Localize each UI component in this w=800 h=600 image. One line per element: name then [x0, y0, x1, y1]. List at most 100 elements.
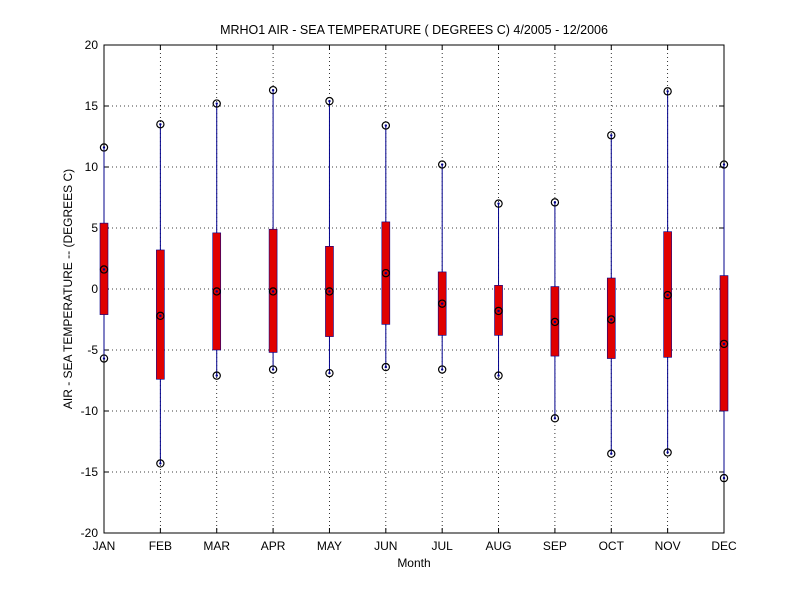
max-marker-dot — [102, 146, 106, 149]
x-tick-label: JUN — [374, 539, 397, 553]
mean-marker — [663, 290, 672, 300]
mean-marker — [607, 315, 616, 324]
min-marker-dot — [722, 476, 726, 480]
x-tick-label: FEB — [149, 539, 172, 553]
max-marker-dot — [610, 134, 613, 137]
mean-marker — [381, 268, 391, 278]
mean-marker-dot — [159, 314, 162, 318]
mean-marker — [99, 265, 109, 274]
min-marker — [268, 365, 278, 374]
min-marker-dot — [440, 368, 444, 371]
max-marker-dot — [666, 90, 669, 93]
y-tick-label: -20 — [81, 526, 99, 540]
x-tick-label: JUL — [432, 539, 454, 553]
min-marker — [99, 354, 109, 363]
min-marker — [381, 362, 391, 372]
y-tick-label: 15 — [85, 99, 99, 113]
max-marker — [437, 160, 447, 169]
y-tick-label: -15 — [81, 465, 99, 479]
mean-marker-dot — [384, 271, 388, 275]
min-marker — [494, 371, 503, 380]
data-marks — [99, 85, 729, 483]
mean-marker-dot — [610, 318, 613, 321]
x-tick-label: NOV — [655, 539, 681, 553]
max-marker — [381, 121, 391, 130]
mean-marker-dot — [271, 290, 275, 293]
x-tick-label: MAY — [317, 539, 342, 553]
min-marker — [550, 414, 560, 423]
y-tick-label: 5 — [91, 221, 98, 235]
mean-marker — [550, 317, 560, 327]
y-tick-label: -5 — [87, 343, 98, 357]
x-tick-label: SEP — [543, 539, 567, 553]
min-marker-dot — [497, 374, 500, 377]
mean-marker — [212, 287, 221, 296]
mean-marker-dot — [102, 268, 106, 271]
y-axis-label: AIR - SEA TEMPERATURE -- (DEGREES C) — [61, 169, 75, 409]
mean-marker-dot — [328, 290, 331, 293]
min-marker — [212, 371, 221, 380]
mean-marker — [437, 299, 447, 308]
max-marker-dot — [159, 123, 162, 126]
max-marker-dot — [215, 102, 218, 105]
max-marker — [212, 99, 221, 108]
min-marker — [719, 473, 729, 483]
min-marker — [156, 459, 165, 468]
min-marker-dot — [102, 357, 106, 360]
min-marker-dot — [271, 368, 275, 371]
max-marker-dot — [440, 163, 444, 166]
x-tick-label: APR — [261, 539, 286, 553]
mean-marker-dot — [722, 342, 726, 346]
x-axis-label: Month — [397, 556, 430, 570]
x-tick-label: JAN — [93, 539, 116, 553]
max-marker — [719, 160, 729, 169]
max-marker — [550, 198, 560, 207]
min-marker-dot — [553, 417, 557, 420]
max-marker — [99, 143, 109, 152]
min-marker — [437, 365, 447, 374]
mean-marker — [719, 339, 729, 349]
min-marker-dot — [328, 371, 331, 375]
min-marker — [663, 448, 672, 457]
mean-marker-dot — [440, 302, 444, 305]
max-marker — [268, 85, 278, 95]
min-marker-dot — [666, 451, 669, 454]
max-marker — [607, 131, 616, 140]
x-tick-label: DEC — [711, 539, 737, 553]
mean-marker-dot — [666, 293, 669, 297]
max-marker-dot — [553, 201, 557, 204]
grid-lines — [104, 45, 724, 533]
min-marker — [325, 368, 334, 378]
chart-title: MRHO1 AIR - SEA TEMPERATURE ( DEGREES C)… — [220, 23, 608, 37]
max-marker — [325, 96, 334, 106]
min-marker-dot — [610, 452, 613, 455]
mean-marker-dot — [497, 309, 500, 313]
max-marker — [494, 199, 503, 208]
y-tick-label: 10 — [85, 160, 99, 174]
min-marker-dot — [159, 462, 162, 465]
y-tick-label: -10 — [81, 404, 99, 418]
y-tick-label: 0 — [91, 282, 98, 296]
x-tick-label: OCT — [599, 539, 625, 553]
max-marker-dot — [271, 88, 275, 92]
x-tick-label: AUG — [486, 539, 512, 553]
max-marker-dot — [328, 99, 331, 103]
mean-marker-dot — [215, 290, 218, 293]
max-marker-dot — [722, 163, 726, 166]
mean-marker-dot — [553, 320, 557, 324]
max-marker — [663, 87, 672, 96]
x-tick-label: MAR — [203, 539, 230, 553]
min-marker-dot — [215, 374, 218, 377]
mean-marker — [325, 287, 334, 296]
axis-labels: -20 -15 -10 -5 0 5 10 15 20 JAN FEB MAR APR MAY JUN JUL… — [61, 23, 737, 570]
y-tick-label: 20 — [85, 38, 99, 52]
min-marker — [607, 449, 616, 458]
max-marker-dot — [497, 202, 500, 205]
max-marker — [156, 120, 165, 129]
mean-marker — [268, 287, 278, 296]
max-marker-dot — [384, 124, 388, 127]
min-marker-dot — [384, 365, 388, 369]
mean-marker — [156, 311, 165, 321]
mean-marker — [494, 306, 503, 316]
